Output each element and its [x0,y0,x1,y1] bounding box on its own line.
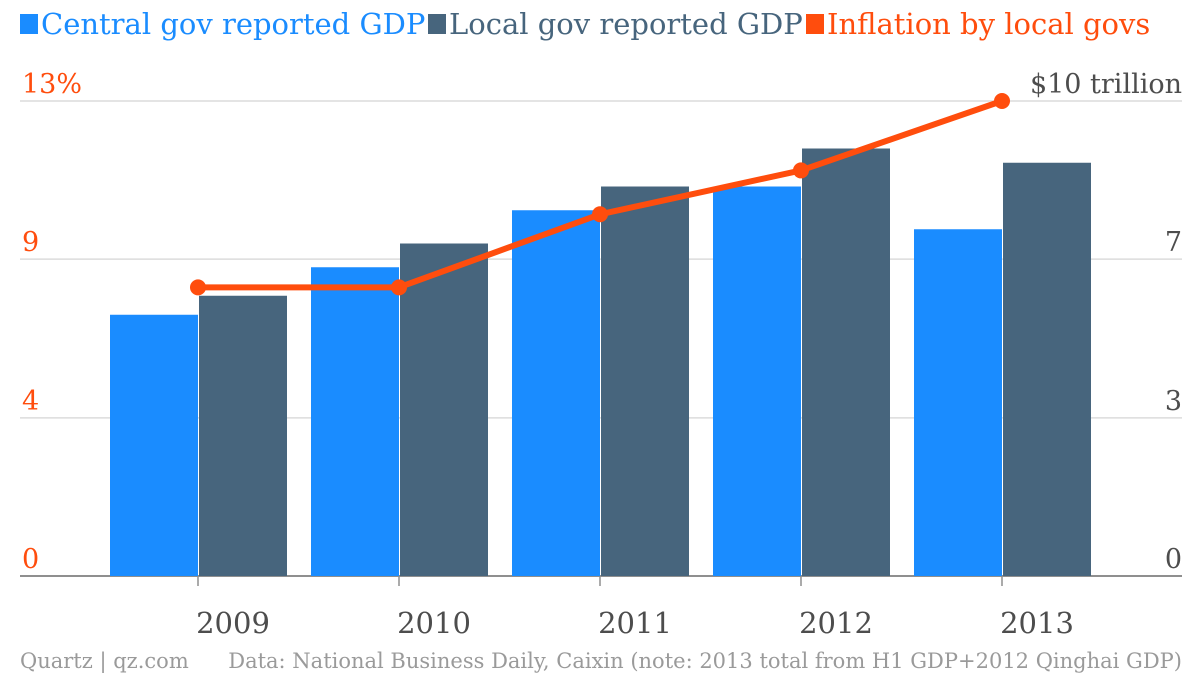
left-tick-label-4: 13% [22,69,82,100]
x-tick-label-2013: 2013 [1000,606,1074,640]
footer-credit: Quartz | qz.com [20,649,189,674]
bar-local-2013 [1003,162,1091,576]
bar-central-2013 [914,229,1002,576]
bar-local-2009 [199,295,287,576]
right-tick-label-4: $10 trillion [1030,69,1182,100]
right-tick-label-1: 0 [1165,544,1182,575]
left-axis-ticks: 0 4 9 13% [22,69,82,575]
x-tick-label-2012: 2012 [799,606,873,640]
bar-local-2012 [802,148,890,576]
legend-swatch-2 [428,14,446,34]
left-tick-label-2: 4 [22,386,39,417]
bar-central-2009 [110,314,198,576]
legend: Central gov reported GDP Local gov report… [20,7,1150,41]
bar-central-2010 [311,267,399,576]
legend-label-2: Local gov reported GDP [449,7,803,41]
inflation-point-2010 [391,279,407,296]
right-tick-label-2: 3 [1165,386,1182,417]
footer-source: Data: National Business Daily, Caixin (n… [228,649,1182,673]
inflation-point-2012 [793,162,809,179]
x-axis-ticks: 2009 2010 2011 2012 2013 [196,576,1074,640]
bars [110,148,1091,576]
left-tick-label-1: 0 [22,544,39,575]
inflation-point-2013 [994,93,1010,109]
inflation-point-2009 [190,279,206,296]
legend-swatch-3 [806,14,824,34]
legend-label-1: Central gov reported GDP [41,7,425,41]
bar-local-2011 [601,186,689,576]
inflation-line-series [190,93,1010,296]
x-tick-label-2011: 2011 [598,606,672,640]
bar-central-2012 [713,186,801,576]
legend-swatch-1 [20,14,38,34]
right-axis-ticks: 0 3 7 $10 trillion [1030,69,1182,575]
x-tick-label-2009: 2009 [196,606,270,640]
legend-label-3: Inflation by local govs [827,7,1150,41]
bar-local-2010 [400,243,488,576]
left-tick-label-3: 9 [22,227,39,258]
x-tick-label-2010: 2010 [397,606,471,640]
right-tick-label-3: 7 [1165,227,1182,258]
inflation-point-2011 [592,206,608,223]
bar-central-2011 [512,210,600,576]
